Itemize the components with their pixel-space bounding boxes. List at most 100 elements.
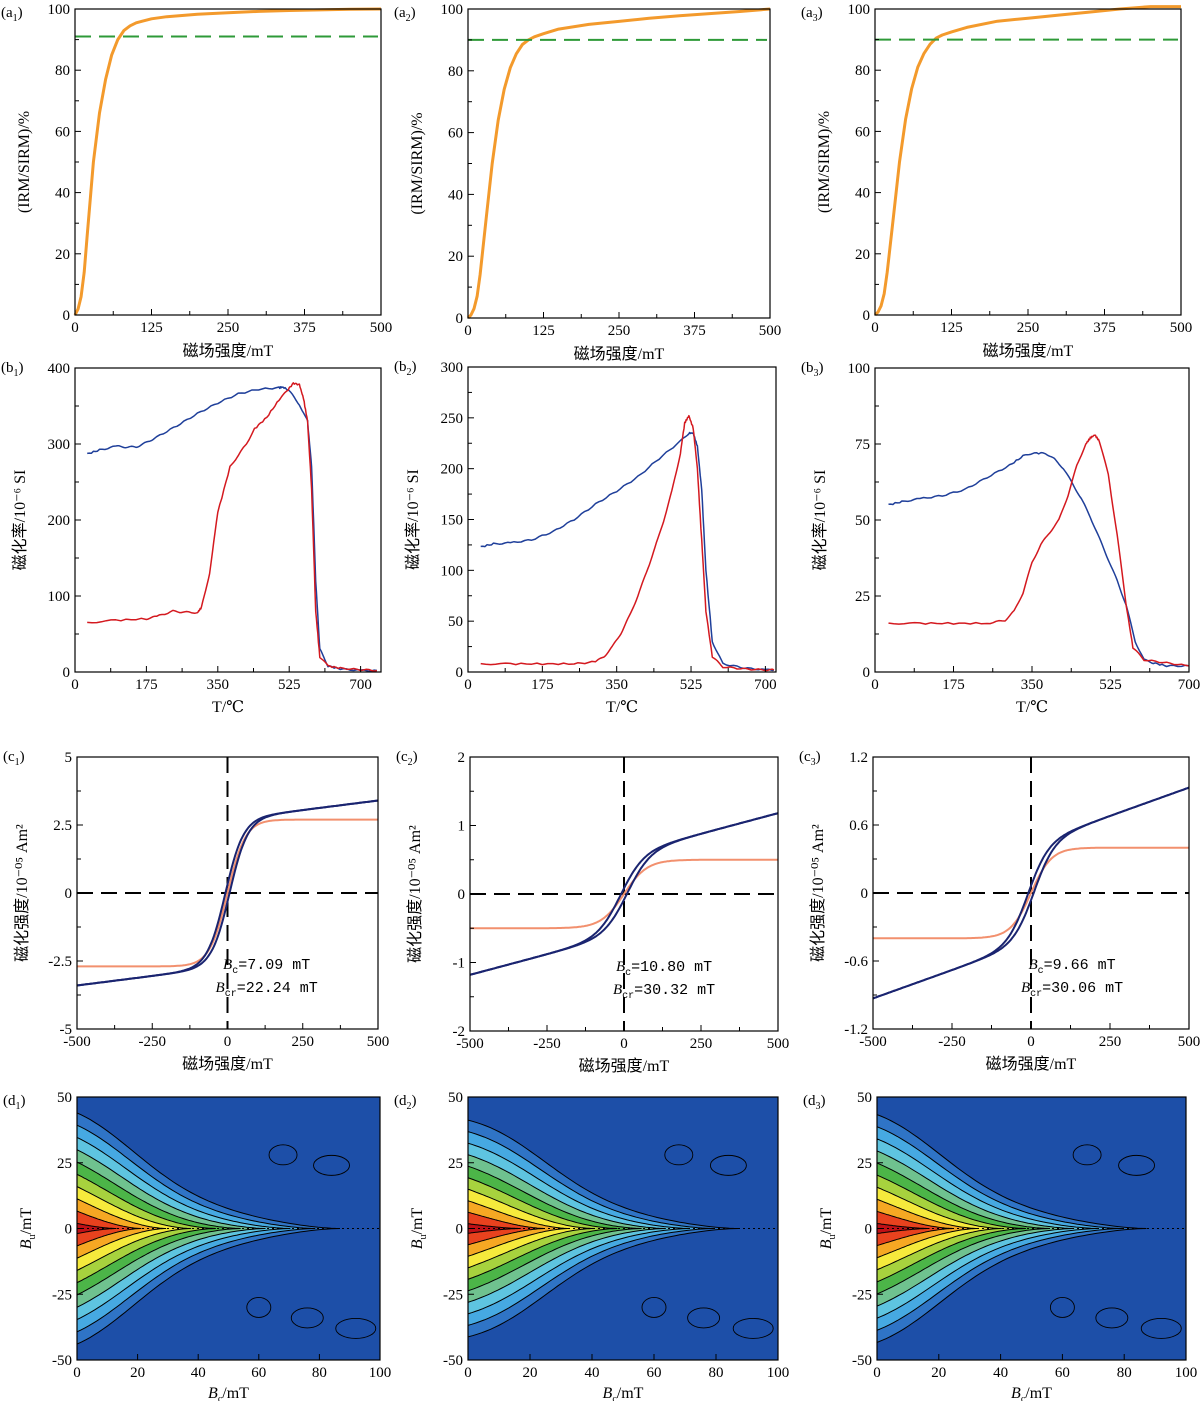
y-tick-label: 40 — [448, 187, 463, 203]
panel-label-sub: 3 — [814, 368, 819, 379]
y-tick-label: 60 — [855, 124, 870, 140]
y-axis-label: Bu/mT — [409, 1208, 429, 1250]
x-tick-label: 350 — [207, 677, 230, 693]
loop-corrected — [470, 858, 778, 930]
y-tick-label: 1 — [458, 819, 466, 835]
y-tick-label: 80 — [448, 64, 463, 80]
panel-label: (c2) — [396, 749, 418, 768]
plot-frame — [74, 367, 382, 673]
x-tick-label: 500 — [767, 1036, 790, 1052]
y-tick-label: 40 — [855, 186, 870, 202]
noise-contour — [687, 1307, 721, 1329]
x-axis-unit: /mT — [222, 1385, 249, 1401]
x-tick-label: 525 — [1099, 677, 1122, 693]
plot-frame — [467, 366, 777, 673]
bcr-subscript: cr — [622, 991, 634, 1002]
panel-label-sub: 2 — [406, 13, 411, 24]
y-axis-label: 磁化率/10⁻⁶ SI — [404, 469, 422, 570]
bcr-symbol: B — [216, 980, 225, 996]
panel-label: (b2) — [394, 359, 417, 378]
x-tick-label: 0 — [464, 677, 472, 693]
x-tick-label: 40 — [993, 1365, 1008, 1381]
bcr-annotation: Bcr=22.24 mT — [216, 980, 318, 1000]
x-tick-label: 375 — [1093, 320, 1116, 336]
x-tick-label: 20 — [130, 1365, 145, 1381]
y-tick-label: 0 — [865, 1222, 873, 1238]
bc-value: =10.80 mT — [631, 959, 712, 976]
y-tick-label: 0 — [65, 886, 73, 902]
y-tick-label: 300 — [48, 437, 71, 453]
panel-label-close: ) — [20, 749, 25, 765]
panel-label-letter: (c — [3, 749, 15, 765]
y-tick-label: -2 — [453, 1024, 466, 1040]
y-tick-label: -1 — [453, 956, 466, 972]
x-tick-label: 500 — [1170, 320, 1193, 336]
x-axis-subscript: c — [1021, 1394, 1026, 1401]
x-tick-label: 700 — [754, 677, 777, 693]
x-tick-label: 0 — [464, 1365, 472, 1381]
bc-subscript: c — [232, 966, 238, 977]
forc-density — [877, 1097, 1186, 1360]
panel-label: (a1) — [1, 5, 23, 24]
y-tick-label: 60 — [448, 126, 463, 142]
panel-label: (d3) — [803, 1093, 826, 1112]
bc-value: =9.66 mT — [1044, 957, 1116, 974]
bcr-subscript: cr — [225, 989, 237, 1000]
noise-contour — [268, 1144, 298, 1166]
panel-label-close: ) — [413, 749, 418, 765]
y-axis-subscript: u — [27, 1234, 38, 1239]
y-axis-unit: /mT — [409, 1208, 426, 1235]
x-axis-symbol: B — [1011, 1385, 1021, 1401]
x-tick-label: 40 — [585, 1365, 600, 1381]
x-tick-label: 375 — [293, 320, 316, 336]
bcr-value: =30.32 mT — [634, 982, 715, 999]
heating-cooling-curve-blue — [888, 451, 1190, 668]
x-tick-label: 80 — [1117, 1365, 1132, 1381]
panel-label: (a2) — [394, 5, 416, 24]
panel-label-close: ) — [411, 5, 416, 21]
y-tick-label: 20 — [55, 247, 70, 263]
bc-symbol: B — [616, 959, 625, 975]
y-tick-label: -50 — [52, 1353, 72, 1369]
x-tick-label: 0 — [871, 320, 879, 336]
y-tick-label: 0 — [65, 1222, 73, 1238]
x-tick-label: 250 — [217, 320, 240, 336]
panel-label: (c1) — [3, 749, 25, 768]
y-tick-label: 0.6 — [849, 818, 868, 834]
loop-branch-lower — [872, 786, 1190, 1000]
x-tick-label: 0 — [873, 1365, 881, 1381]
forc-density — [468, 1097, 778, 1360]
bc-value: =7.09 mT — [238, 957, 310, 974]
x-tick-label: 125 — [940, 320, 963, 336]
noise-contour — [290, 1307, 324, 1329]
panel-label-sub: 2 — [407, 367, 412, 378]
loop-branch-lower — [469, 812, 779, 976]
y-axis-unit: /mT — [18, 1208, 35, 1235]
bc-symbol: B — [223, 957, 232, 973]
y-axis-label: 磁化强度/10⁻⁰⁵ Am² — [809, 824, 827, 962]
x-axis-label: 磁场强度/mT — [183, 342, 274, 360]
panel-label: (b3) — [801, 360, 824, 379]
y-tick-label: 0 — [63, 308, 71, 324]
panel-label-letter: (a — [801, 5, 813, 21]
loop-corrected — [873, 846, 1189, 940]
y-axis-label: Bu/mT — [818, 1208, 838, 1250]
x-tick-label: -250 — [139, 1034, 167, 1050]
y-tick-label: 100 — [48, 589, 71, 605]
forc-contour-level — [77, 1222, 117, 1235]
panel-label-letter: (b — [801, 360, 814, 376]
x-tick-label: 80 — [709, 1365, 724, 1381]
y-tick-label: 0 — [456, 665, 464, 681]
y-tick-label: 250 — [441, 411, 464, 427]
panel-b1: 0 175 350 525 700 0 100 200 300 400 T/℃ 磁化率/10⁻⁶ SI… — [1, 360, 382, 716]
x-tick-label: 525 — [278, 677, 301, 693]
panel-label: (c3) — [799, 749, 821, 768]
y-axis-label: 磁化率/10⁻⁶ SI — [811, 470, 829, 571]
noise-contour — [1049, 1296, 1075, 1318]
y-tick-label: 0 — [63, 665, 71, 681]
x-tick-label: 20 — [523, 1365, 538, 1381]
y-tick-label: 2 — [458, 750, 466, 766]
